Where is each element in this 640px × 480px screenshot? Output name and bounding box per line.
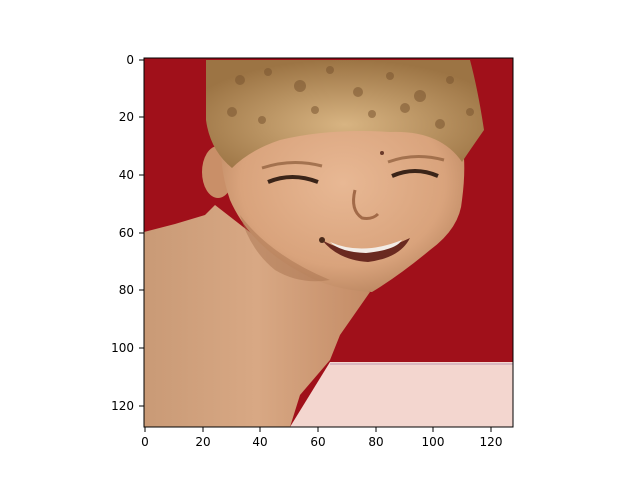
y-tick-label: 60 xyxy=(119,226,134,240)
x-tick-label: 40 xyxy=(252,435,267,449)
pink-board xyxy=(290,362,513,427)
y-tick-label: 120 xyxy=(111,399,134,413)
x-tick-label: 120 xyxy=(480,435,503,449)
y-axis: 0 20 40 60 80 100 120 xyxy=(111,53,144,413)
y-tick-label: 0 xyxy=(126,53,134,67)
boy-teeth xyxy=(330,240,402,253)
boy-left-eye xyxy=(267,175,319,184)
boy-nose xyxy=(352,189,380,220)
hair-texture xyxy=(227,66,474,129)
x-tick-label: 60 xyxy=(310,435,325,449)
boy-left-brow xyxy=(261,161,323,170)
boy-mole xyxy=(319,237,325,243)
y-tick-label: 100 xyxy=(111,341,134,355)
image-content xyxy=(144,58,513,427)
boy-body xyxy=(144,205,370,427)
y-tick-label: 80 xyxy=(119,283,134,297)
x-tick-label: 0 xyxy=(141,435,149,449)
boy-mouth xyxy=(322,238,410,262)
neck-shadow xyxy=(240,215,330,282)
x-tick-label: 80 xyxy=(368,435,383,449)
boy-right-eye xyxy=(391,169,439,178)
y-tick-label: 20 xyxy=(119,110,134,124)
forehead-mark xyxy=(380,151,384,155)
axes-frame xyxy=(143,57,514,428)
boy-right-brow xyxy=(387,155,445,164)
x-tick-label: 20 xyxy=(195,435,210,449)
boy-hair xyxy=(206,60,484,168)
x-tick-label: 100 xyxy=(422,435,445,449)
y-tick-label: 40 xyxy=(119,168,134,182)
x-axis: 0 20 40 60 80 100 120 xyxy=(141,427,502,449)
